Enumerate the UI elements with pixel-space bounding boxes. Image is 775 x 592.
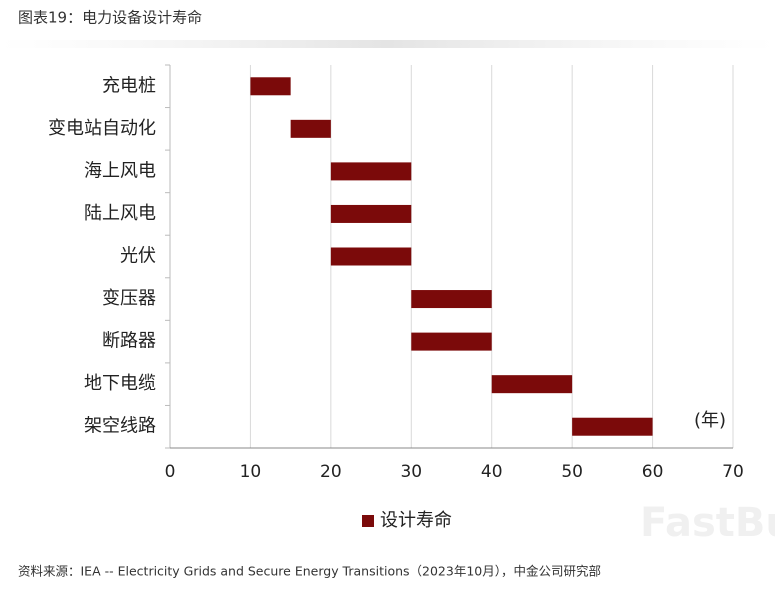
axis-unit: (年) bbox=[694, 410, 726, 431]
y-tick-label: 海上风电 bbox=[84, 160, 156, 181]
y-tick-label: 地下电缆 bbox=[84, 373, 156, 394]
y-tick-label: 断路器 bbox=[102, 331, 156, 352]
x-tick-label: 30 bbox=[400, 462, 422, 482]
x-tick-label: 60 bbox=[642, 462, 664, 482]
y-tick-label: 光伏 bbox=[120, 246, 156, 267]
divider bbox=[0, 40, 775, 48]
bar bbox=[491, 375, 573, 394]
y-tick-label: 架空线路 bbox=[84, 416, 156, 437]
legend-swatch bbox=[362, 515, 374, 527]
bar bbox=[290, 119, 331, 138]
x-tick-label: 0 bbox=[165, 462, 176, 482]
bar bbox=[572, 417, 653, 436]
bar bbox=[411, 290, 492, 309]
x-tick-label: 20 bbox=[320, 462, 342, 482]
bar bbox=[411, 332, 492, 351]
y-tick-label: 变电站自动化 bbox=[48, 118, 156, 139]
x-tick-label: 40 bbox=[481, 462, 503, 482]
bar bbox=[330, 204, 412, 223]
source-note: 资料来源：IEA -- Electricity Grids and Secure… bbox=[18, 564, 601, 579]
x-tick-label: 10 bbox=[240, 462, 262, 482]
x-tick-label: 50 bbox=[561, 462, 583, 482]
bar bbox=[330, 247, 412, 266]
y-tick-label: 变压器 bbox=[102, 288, 156, 309]
watermark: FastBull bbox=[640, 500, 775, 546]
legend-label: 设计寿命 bbox=[380, 510, 452, 531]
y-tick-label: 陆上风电 bbox=[84, 203, 156, 224]
bar bbox=[330, 162, 412, 181]
y-tick-label: 充电桩 bbox=[102, 75, 156, 96]
bar bbox=[250, 77, 291, 96]
title: 图表19：电力设备设计寿命 bbox=[18, 9, 202, 27]
x-tick-label: 70 bbox=[722, 462, 744, 482]
